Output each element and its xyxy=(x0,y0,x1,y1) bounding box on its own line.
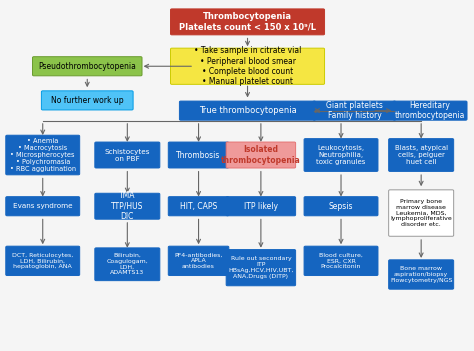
FancyBboxPatch shape xyxy=(95,193,160,219)
FancyBboxPatch shape xyxy=(304,197,378,216)
FancyBboxPatch shape xyxy=(33,57,142,76)
FancyBboxPatch shape xyxy=(95,142,160,168)
Text: Bilirubin,
Coagulogam,
LDH,
ADAMTS13: Bilirubin, Coagulogam, LDH, ADAMTS13 xyxy=(107,253,148,276)
Text: Sepsis: Sepsis xyxy=(329,202,353,211)
Text: Blood culture,
ESR, CXR
Procalcitonin: Blood culture, ESR, CXR Procalcitonin xyxy=(319,253,363,269)
Text: Thrombocytopenia
Platelets count < 150 x 10⁹/L: Thrombocytopenia Platelets count < 150 x… xyxy=(179,12,316,32)
FancyBboxPatch shape xyxy=(6,197,80,216)
Text: Hereditary
thrombocytopenia: Hereditary thrombocytopenia xyxy=(395,101,465,120)
FancyBboxPatch shape xyxy=(304,246,378,276)
Text: • Anemia
• Macrocytosis
• Microspherocytes
• Polychromasia
• RBC agglutination: • Anemia • Macrocytosis • Microspherocyt… xyxy=(9,138,76,172)
Text: Evans syndrome: Evans syndrome xyxy=(13,203,73,209)
FancyBboxPatch shape xyxy=(304,139,378,171)
FancyBboxPatch shape xyxy=(393,101,467,120)
Text: Blasts, atypical
cells, pelguer
huet cell: Blasts, atypical cells, pelguer huet cel… xyxy=(394,145,448,165)
Text: Schistocytes
on PBF: Schistocytes on PBF xyxy=(105,148,150,161)
Text: Leukocytosis,
Neutrophilia,
toxic granules: Leukocytosis, Neutrophilia, toxic granul… xyxy=(316,145,366,165)
Text: Giant platelets
Family history: Giant platelets Family history xyxy=(326,101,383,120)
FancyBboxPatch shape xyxy=(313,101,396,120)
FancyBboxPatch shape xyxy=(171,48,325,84)
FancyBboxPatch shape xyxy=(168,142,229,168)
Text: • Take sample in citrate vial
• Peripheral blood smear
• Complete blood count
• : • Take sample in citrate vial • Peripher… xyxy=(194,46,301,86)
Text: Bone marrow
aspiration/biopsy
Flowcytometry/NGS: Bone marrow aspiration/biopsy Flowcytome… xyxy=(390,266,452,283)
FancyBboxPatch shape xyxy=(168,197,229,216)
Text: True thrombocytopenia: True thrombocytopenia xyxy=(199,106,296,115)
Text: HIT, CAPS: HIT, CAPS xyxy=(180,202,217,211)
Text: ITP likely: ITP likely xyxy=(244,202,278,211)
FancyBboxPatch shape xyxy=(389,260,454,289)
FancyBboxPatch shape xyxy=(168,246,229,276)
FancyBboxPatch shape xyxy=(389,190,454,236)
Text: No further work up: No further work up xyxy=(51,96,124,105)
Text: DCT, Reticulocytes,
LDH, Bilirubin,
hepatoglobin, ANA: DCT, Reticulocytes, LDH, Bilirubin, hepa… xyxy=(12,253,73,269)
FancyBboxPatch shape xyxy=(6,246,80,276)
Text: Isolated
thrombocytopenia: Isolated thrombocytopenia xyxy=(221,145,301,165)
FancyBboxPatch shape xyxy=(180,101,316,120)
Text: Thrombosis: Thrombosis xyxy=(176,151,221,159)
Text: Primary bone
marrow disease
Leukemia, MDS,
lymphoproliferative
disorder etc.: Primary bone marrow disease Leukemia, MD… xyxy=(390,199,452,227)
Text: TMA
TTP/HUS
DIC: TMA TTP/HUS DIC xyxy=(111,191,144,221)
Text: PF4-antibodies,
APLA
antibodies: PF4-antibodies, APLA antibodies xyxy=(174,253,223,269)
FancyBboxPatch shape xyxy=(226,142,296,168)
FancyBboxPatch shape xyxy=(226,250,296,286)
FancyBboxPatch shape xyxy=(6,135,80,175)
FancyBboxPatch shape xyxy=(171,9,325,35)
FancyBboxPatch shape xyxy=(226,197,296,216)
Text: Rule out secondary
ITP
HBsAg,HCV,HIV,UBT,
ANA,Drugs (DITP): Rule out secondary ITP HBsAg,HCV,HIV,UBT… xyxy=(228,257,293,279)
Text: Pseudothrombocytopenia: Pseudothrombocytopenia xyxy=(38,62,136,71)
FancyBboxPatch shape xyxy=(389,139,454,171)
FancyBboxPatch shape xyxy=(41,91,133,110)
FancyBboxPatch shape xyxy=(95,248,160,281)
